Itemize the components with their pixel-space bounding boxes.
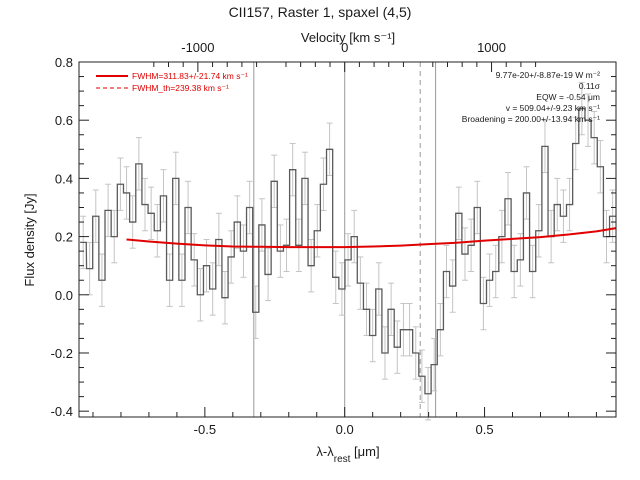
x-tick-label-0: -0.5 — [194, 422, 216, 437]
top-tick-label-2: 1000 — [477, 40, 506, 55]
y-tick-label-1: -0.2 — [51, 346, 73, 361]
y-tick-label-4: 0.4 — [55, 171, 73, 186]
y-tick-label-6: 0.8 — [55, 55, 73, 70]
x-tick-label-1: 0.0 — [336, 422, 354, 437]
fit-annotations: 9.77e-20+/-8.87e-19 W m⁻² 0.11σ EQW = -0… — [462, 70, 601, 124]
annotation-velocity: v = 509.04+/-9.23 km s⁻¹ — [506, 103, 600, 113]
axis-ticks: -0.5 0.0 0.5 -0.4 -0.2 0.0 0.2 0.4 0.6 0.8 -1000 0 1… — [51, 40, 616, 437]
annotation-eqw: EQW = -0.54 μm — [536, 92, 600, 102]
fit-line — [126, 227, 617, 249]
legend-fwhm-th: FWHM_th=239.38 km s⁻¹ — [132, 83, 229, 93]
legend-fwhm: FWHM=311.83+/-21.74 km s⁻¹ — [132, 71, 248, 81]
data-step-line — [80, 107, 616, 395]
annotation-flux: 9.77e-20+/-8.87e-19 W m⁻² — [496, 70, 601, 80]
chart-title: CII157, Raster 1, spaxel (4,5) — [229, 4, 412, 20]
top-tick-label-0: -1000 — [181, 40, 214, 55]
top-tick-label-1: 0 — [341, 40, 348, 55]
top-axis-label: Velocity [km s⁻¹] — [301, 30, 395, 45]
y-tick-label-0: -0.4 — [51, 404, 73, 419]
x-axis-label: λ-λrest [μm] — [316, 444, 379, 465]
vertical-reference-lines — [253, 62, 437, 417]
y-tick-label-5: 0.6 — [55, 113, 73, 128]
y-axis-label: Flux density [Jy] — [22, 193, 37, 286]
legend: FWHM=311.83+/-21.74 km s⁻¹ FWHM_th=239.3… — [96, 71, 248, 93]
annotation-broadening: Broadening = 200.00+/-13.94 km s⁻¹ — [462, 114, 600, 124]
x-tick-label-2: 0.5 — [476, 422, 494, 437]
plot-frame — [78, 61, 617, 418]
y-tick-label-2: 0.0 — [55, 288, 73, 303]
y-tick-label-3: 0.2 — [55, 230, 73, 245]
annotation-sigma: 0.11σ — [579, 81, 601, 91]
